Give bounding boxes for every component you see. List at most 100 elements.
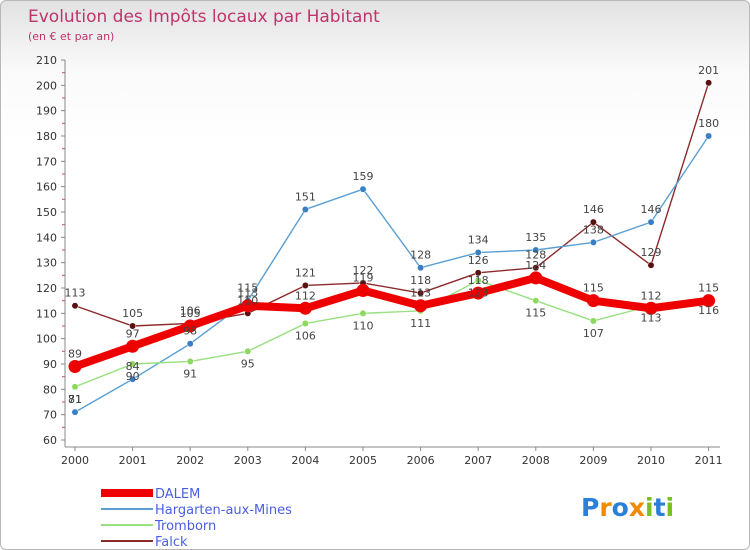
logo-letter: o [612, 493, 629, 522]
y-tick-label: 200 [36, 79, 57, 92]
y-tick-label: 210 [36, 54, 57, 67]
data-label-hargarten-aux-mines: 134 [468, 234, 489, 247]
data-point-hargarten-aux-mines [647, 218, 655, 226]
data-point-tromborn [301, 320, 309, 327]
data-point-dalem [586, 294, 600, 308]
data-point-hargarten-aux-mines [71, 408, 79, 416]
data-point-hargarten-aux-mines [301, 206, 309, 213]
data-point-dalem [183, 319, 197, 333]
x-tick-label: 2009 [579, 454, 607, 467]
data-label-falck: 146 [583, 203, 604, 216]
x-tick-label: 2011 [695, 454, 723, 467]
data-point-hargarten-aux-mines [532, 246, 540, 254]
data-label-falck: 110 [237, 294, 258, 307]
series-line-dalem [71, 273, 713, 371]
data-label-tromborn: 123 [468, 286, 489, 299]
logo-letter: P [581, 493, 599, 522]
data-label-dalem: 89 [68, 348, 82, 361]
logo-letter: i [645, 493, 654, 522]
y-tick-label: 160 [36, 181, 57, 194]
data-label-hargarten-aux-mines: 128 [410, 249, 431, 262]
x-tick-label: 2001 [119, 454, 147, 467]
series-falck [71, 79, 713, 330]
data-point-tromborn [71, 383, 79, 391]
data-point-tromborn [186, 358, 194, 365]
data-label-hargarten-aux-mines: 115 [237, 282, 258, 295]
data-point-falck [417, 289, 425, 297]
data-label-dalem: 115 [583, 282, 604, 295]
x-tick-label: 2010 [637, 454, 665, 467]
data-point-falck [589, 218, 597, 226]
y-tick-label: 140 [36, 231, 57, 244]
data-label-hargarten-aux-mines: 135 [525, 231, 546, 244]
data-label-hargarten-aux-mines: 98 [183, 325, 197, 338]
y-tick-label: 80 [43, 383, 57, 396]
data-point-falck [647, 261, 655, 269]
data-label-falck: 201 [698, 64, 719, 77]
y-tick-label: 130 [36, 257, 57, 270]
data-label-tromborn: 107 [583, 327, 604, 340]
data-label-hargarten-aux-mines: 138 [583, 223, 604, 236]
data-label-tromborn: 106 [295, 329, 316, 342]
legend-label-dalem: DALEM [155, 487, 200, 502]
series-layer [68, 79, 716, 416]
data-point-tromborn [359, 309, 367, 317]
data-point-falck [474, 269, 482, 277]
data-label-dalem: 112 [295, 289, 316, 302]
y-tick-label: 60 [43, 434, 57, 447]
data-label-dalem: 97 [126, 327, 140, 340]
data-label-dalem: 118 [468, 274, 489, 287]
data-label-tromborn: 115 [525, 307, 546, 320]
x-tick-label: 2005 [349, 454, 377, 467]
y-tick-label: 190 [36, 105, 57, 118]
y-tick-label: 90 [43, 358, 57, 371]
data-point-tromborn [129, 360, 137, 368]
data-label-hargarten-aux-mines: 151 [295, 190, 316, 203]
data-point-dalem [126, 339, 140, 353]
data-point-falck [532, 264, 540, 272]
logo-letter: x [629, 493, 645, 522]
data-label-falck: 128 [525, 249, 546, 262]
data-label-tromborn: 95 [241, 357, 255, 370]
data-label-falck: 129 [641, 246, 662, 259]
series-hargarten-aux-mines [71, 132, 713, 416]
data-label-tromborn: 116 [698, 304, 719, 317]
y-tick-label: 100 [36, 333, 57, 346]
data-point-falck [71, 302, 79, 310]
data-point-dalem [68, 360, 82, 374]
data-label-falck: 118 [410, 274, 431, 287]
series-line-tromborn [74, 279, 710, 388]
y-tick-label: 150 [36, 206, 57, 219]
data-point-dalem [471, 286, 485, 300]
data-label-falck: 121 [295, 266, 316, 279]
logo-letter: t [654, 493, 666, 522]
data-point-dalem [356, 284, 370, 298]
x-tick-label: 2004 [291, 454, 319, 467]
chart-title: Evolution des Impôts locaux par Habitant [28, 7, 380, 27]
chart-subtitle: (en € et par an) [28, 30, 114, 43]
x-tick-label: 2008 [522, 454, 550, 467]
data-point-dalem [702, 294, 716, 308]
legend-label-falck: Falck [155, 535, 188, 550]
series-line-hargarten-aux-mines [74, 135, 710, 413]
legend-label-tromborn: Tromborn [154, 519, 216, 534]
data-point-dalem [241, 299, 255, 313]
legend-label-hargarten-aux-mines: Hargarten-aux-Mines [155, 503, 292, 518]
data-label-tromborn: 91 [183, 367, 197, 380]
data-point-hargarten-aux-mines [589, 238, 597, 246]
data-point-falck [705, 79, 713, 87]
data-label-falck: 106 [180, 304, 201, 317]
data-point-hargarten-aux-mines [474, 249, 482, 256]
data-label-falck: 122 [353, 264, 374, 277]
series-dalem [68, 271, 716, 374]
data-label-falck: 113 [65, 287, 86, 300]
data-point-tromborn [589, 317, 597, 325]
data-point-hargarten-aux-mines [705, 132, 713, 140]
data-label-tromborn: 111 [410, 317, 431, 330]
y-tick-label: 170 [36, 155, 57, 168]
data-label-hargarten-aux-mines: 84 [126, 360, 140, 373]
data-label-hargarten-aux-mines: 180 [698, 117, 719, 130]
logo-letter: r [599, 493, 612, 522]
